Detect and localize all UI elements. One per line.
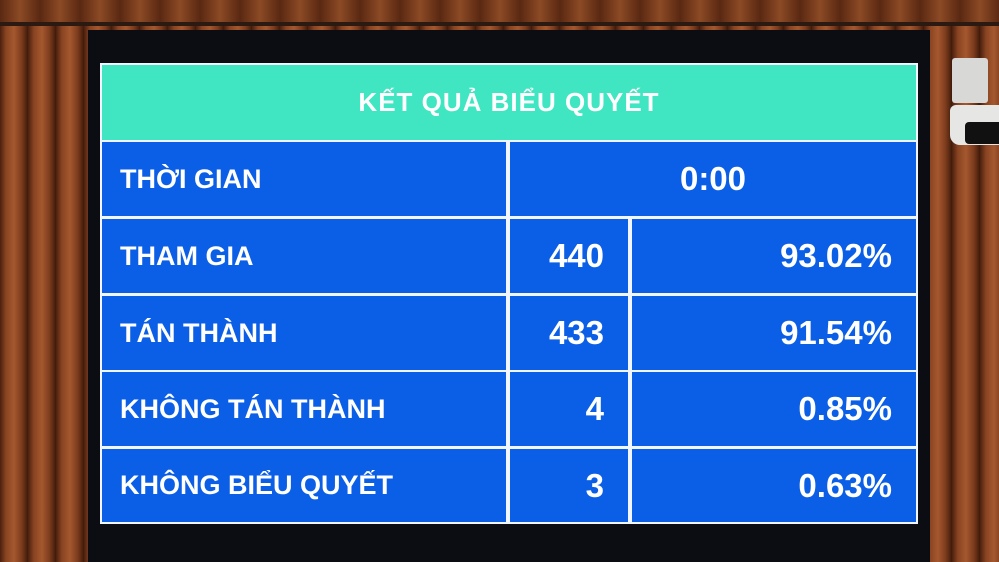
row-percent: 93.02% (632, 219, 916, 293)
row-label: THAM GIA (102, 219, 506, 293)
row-count: 4 (510, 372, 628, 446)
row-label: KHÔNG BIỂU QUYẾT (102, 449, 506, 522)
row-percent: 0.63% (632, 449, 916, 522)
time-label: THỜI GIAN (102, 142, 506, 216)
row-count: 3 (510, 449, 628, 522)
row-count: 440 (510, 219, 628, 293)
row-count: 433 (510, 296, 628, 370)
row-percent: 0.85% (632, 372, 916, 446)
board-title: KẾT QUẢ BIỂU QUYẾT (102, 65, 916, 140)
row-percent: 91.54% (632, 296, 916, 370)
voting-results-board: KẾT QUẢ BIỂU QUYẾT THỜI GIAN 0:00 THAM G… (100, 63, 918, 524)
row-label: TÁN THÀNH (102, 296, 506, 370)
camera-mount-icon (952, 58, 988, 103)
row-label: KHÔNG TÁN THÀNH (102, 372, 506, 446)
camera-lens-icon (965, 122, 999, 144)
wood-ceiling-trim (0, 0, 999, 26)
time-value: 0:00 (510, 142, 916, 216)
